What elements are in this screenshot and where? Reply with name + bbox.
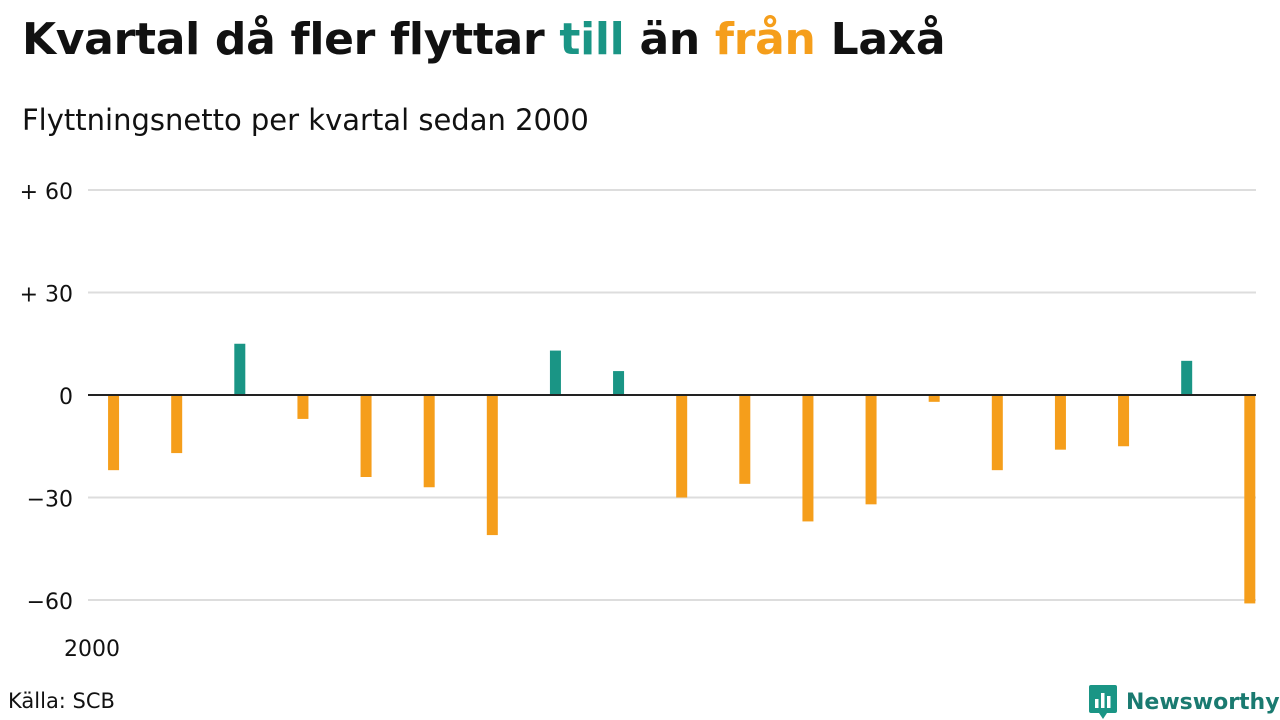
title-negative-word: från — [714, 14, 816, 65]
bar-2004-q1 — [1118, 395, 1130, 447]
bar-2001-q4 — [549, 350, 561, 395]
bar-2001-q2 — [423, 395, 435, 488]
y-tick-label: 0 — [59, 385, 73, 410]
bar-2002-q2 — [676, 395, 688, 498]
chart-title: Kvartal då fler flyttar till än från Lax… — [22, 14, 946, 65]
y-tick-label: −30 — [27, 488, 73, 513]
bar-2000-q1 — [108, 395, 120, 471]
bar-2000-q4 — [297, 395, 309, 419]
y-tick-label: −60 — [27, 590, 73, 615]
x-axis-ticks: 20002005201020152020 — [64, 637, 120, 662]
brand-logo: Newsworthy — [1088, 684, 1280, 720]
y-tick-label: + 30 — [20, 283, 73, 308]
bar-2004-q2 — [1181, 360, 1193, 395]
x-tick-label: 2000 — [64, 637, 120, 662]
title-positive-word: till — [559, 14, 625, 65]
bar-2003-q3 — [991, 395, 1003, 471]
bar-2003-q1 — [865, 395, 877, 505]
title-text-end: Laxå — [815, 14, 946, 65]
bar-2002-q3 — [739, 395, 751, 484]
y-tick-label: + 60 — [20, 180, 73, 205]
chart-subtitle: Flyttningsnetto per kvartal sedan 2000 — [22, 103, 589, 137]
bar-chart-bubble-icon — [1089, 685, 1117, 719]
title-text-start: Kvartal då fler flyttar — [22, 14, 560, 65]
gridlines — [88, 189, 1256, 601]
title-text-middle: än — [624, 14, 715, 65]
bar-2002-q4 — [802, 395, 814, 522]
bar-2003-q2 — [928, 395, 940, 402]
bar-2000-q2 — [171, 395, 183, 454]
bar-2003-q4 — [1054, 395, 1066, 450]
bar-2002-q1 — [613, 371, 625, 395]
bar-2001-q1 — [360, 395, 372, 477]
y-axis-ticks: + 60 + 30 0 −30 −60 — [20, 180, 73, 615]
bar-2001-q3 — [486, 395, 498, 536]
brand-name: Newsworthy — [1126, 689, 1280, 715]
bar-2004-q3 — [1244, 395, 1256, 604]
source-note: Källa: SCB — [8, 689, 115, 713]
bar-2000-q3 — [234, 343, 246, 395]
bars — [108, 343, 1256, 604]
